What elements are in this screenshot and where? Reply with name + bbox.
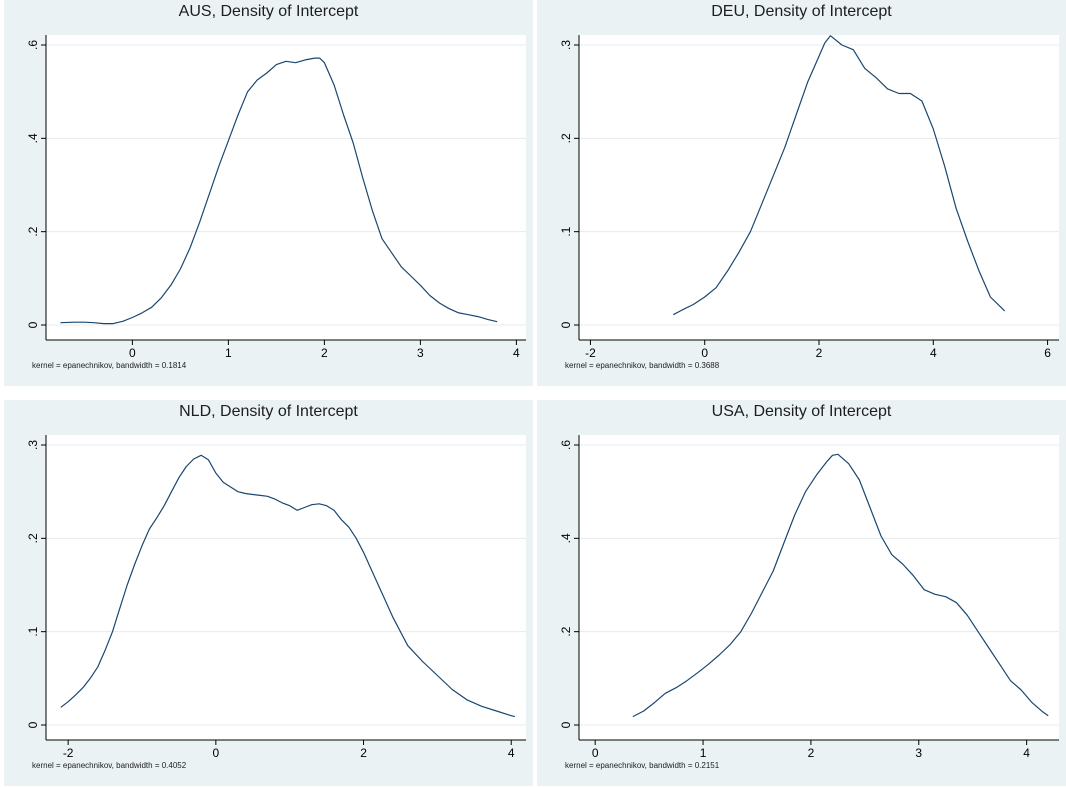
density-line [632, 453, 1049, 718]
x-tick-label: 6 [1044, 346, 1051, 360]
chart-note: kernel = epanechnikov, bandwidth = 0.405… [32, 761, 187, 770]
chart-svg-aus: 0 .2 .4 .6 0 1 2 3 4 [26, 35, 526, 360]
x-tick-label: 2 [321, 346, 328, 360]
x-tick-label: 1 [700, 746, 707, 760]
chart-note: kernel = epanechnikov, bandwidth = 0.368… [565, 361, 720, 370]
x-tick-label: -2 [585, 346, 596, 360]
x-tick-label: 3 [417, 346, 424, 360]
chart-svg-usa: 0 .2 .4 .6 0 1 2 3 4 [559, 435, 1059, 760]
y-tick-label: .2 [26, 226, 40, 236]
y-tick-label: .6 [26, 40, 40, 50]
plot-area [579, 35, 1059, 340]
chart-note: kernel = epanechnikov, bandwidth = 0.181… [32, 361, 187, 370]
chart-title: DEU, Density of Intercept [711, 3, 892, 20]
chart-svg-nld: 0 .1 .2 .3 -2 0 2 4 [26, 435, 526, 760]
chart-panel-deu: 0.1.2.3 -2 0 2 4 6 DEU, Density of Intercept … [537, 0, 1066, 386]
chart-title: NLD, Density of Intercept [179, 403, 358, 420]
y-tick-label: .3 [559, 40, 573, 50]
chart-note: kernel = epanechnikov, bandwidth = 0.215… [565, 761, 720, 770]
x-tick-label: 3 [915, 746, 922, 760]
y-tick-label: .4 [559, 533, 573, 543]
y-tick-label: 0 [559, 321, 573, 328]
chart-svg-deu: 0 .1 .2 .3 -2 0 2 4 6 [559, 35, 1059, 360]
x-tick-label: 0 [592, 746, 599, 760]
plot-area [46, 35, 526, 340]
chart-title: AUS, Density of Intercept [178, 3, 359, 20]
y-tick-label: .6 [559, 440, 573, 450]
density-line [60, 57, 498, 325]
x-tick-label: 1 [225, 346, 232, 360]
x-tick-label: 4 [508, 746, 515, 760]
plot-area [46, 435, 526, 740]
y-tick-label: 0 [559, 721, 573, 728]
y-tick-label: .4 [26, 133, 40, 143]
x-tick-label: 2 [808, 746, 815, 760]
x-tick-label: 4 [1023, 746, 1030, 760]
y-tick-label: .1 [559, 226, 573, 236]
y-tick-label: .3 [26, 440, 40, 450]
y-tick-label: .2 [559, 626, 573, 636]
y-tick-label: .1 [26, 626, 40, 636]
y-tick-label: 0 [26, 321, 40, 328]
chart-panel-nld: 0 .1 .2 .3 -2 0 2 4 NLD, Density of Intercept k… [4, 400, 533, 786]
x-tick-label: 2 [816, 346, 823, 360]
chart-title: USA, Density of Intercept [711, 403, 892, 420]
x-tick-label: 0 [129, 346, 136, 360]
x-tick-label: 4 [513, 346, 520, 360]
y-tick-label: .2 [559, 133, 573, 143]
y-tick-label: 0 [26, 721, 40, 728]
plot-area [579, 435, 1059, 740]
density-line [673, 35, 1006, 316]
y-tick-label: .2 [26, 533, 40, 543]
x-tick-label: 0 [701, 346, 708, 360]
chart-panel-usa: 0 .2 .4 .6 0 1 2 3 4 USA, Density of Intercept k… [537, 400, 1066, 786]
x-tick-label: 2 [360, 746, 367, 760]
density-line [60, 454, 516, 718]
x-tick-label: 0 [213, 746, 220, 760]
chart-panel-aus: 0 .2 .4 .6 0 1 2 3 4 AUS, Density of Intercept k… [4, 0, 533, 386]
x-tick-label: 4 [930, 346, 937, 360]
x-tick-label: -2 [63, 746, 74, 760]
